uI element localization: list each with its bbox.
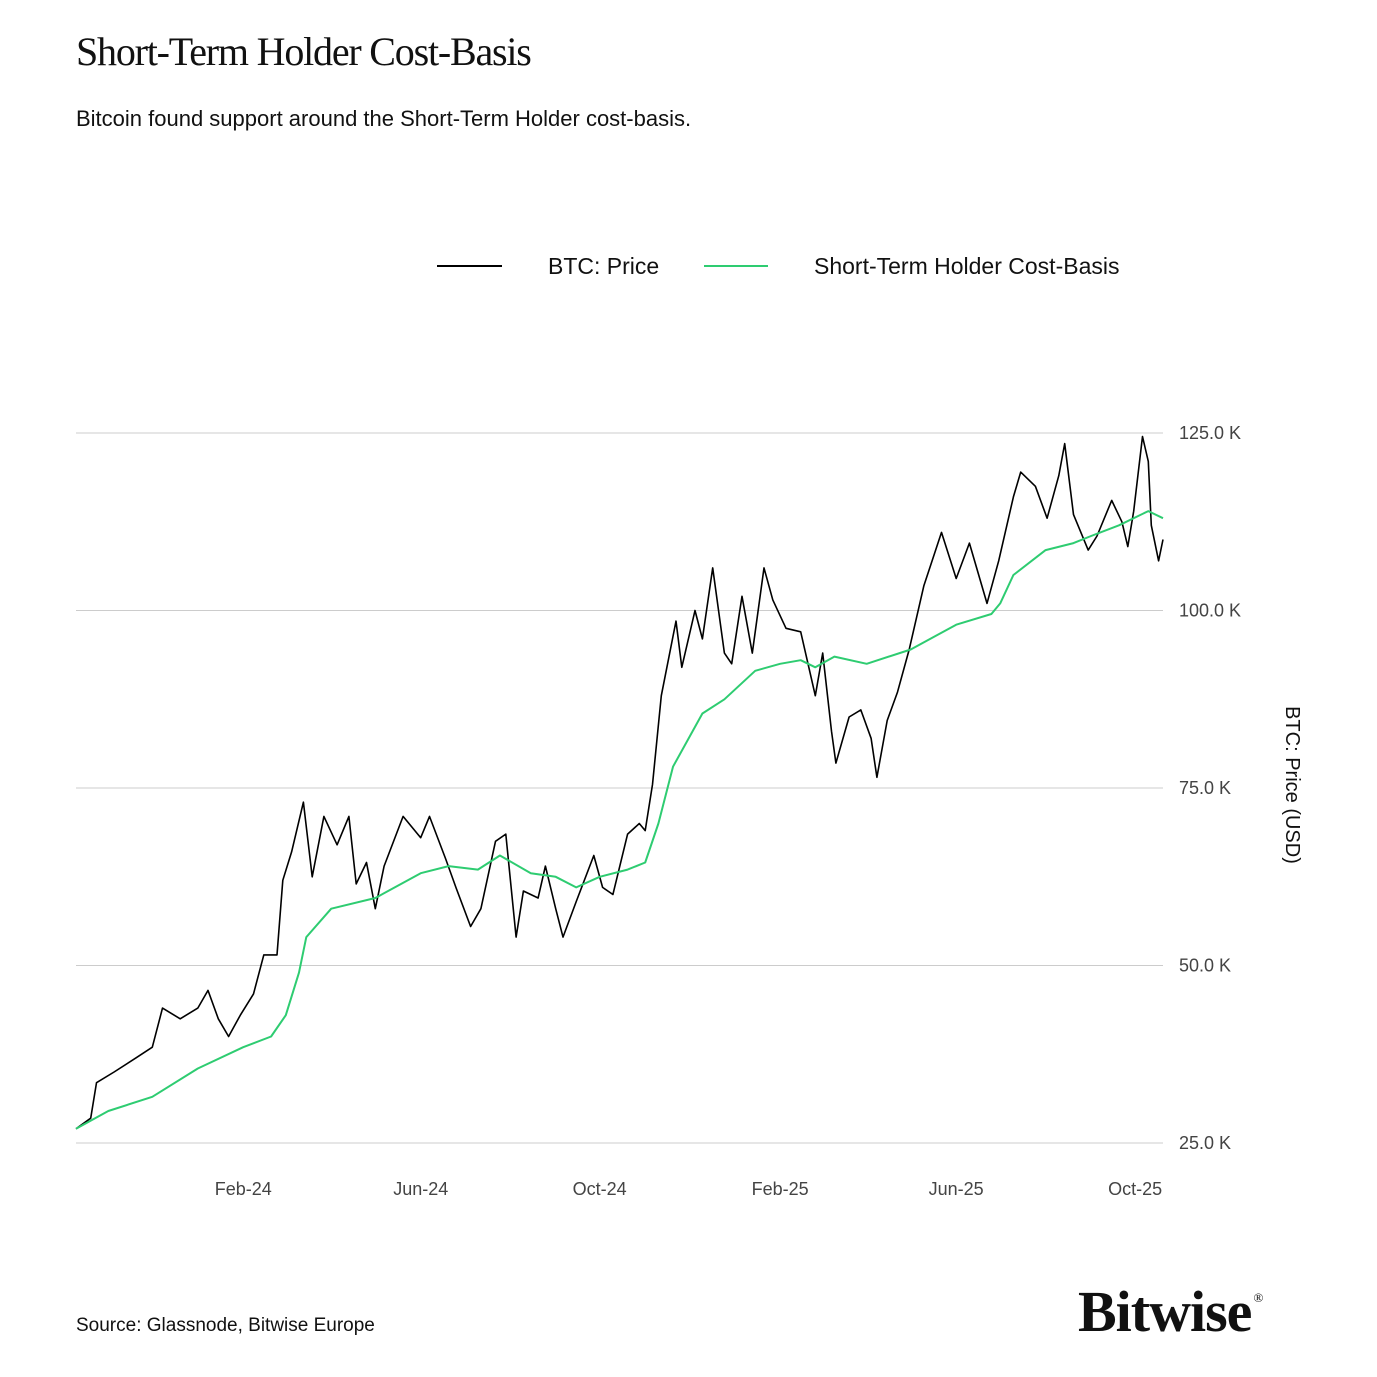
sth-cost-basis-line [75,510,1164,1130]
y-tick-label: 125.0 K [1179,423,1241,443]
btc-price-line [75,435,1164,1130]
y-tick-label: 100.0 K [1179,601,1241,621]
y-axis-ticks: 125.0 K 100.0 K 75.0 K 50.0 K 25.0 K [1179,423,1241,1153]
legend-label-btc-price: BTC: Price [548,253,659,279]
chart-subtitle: Bitcoin found support around the Short-T… [76,106,692,131]
bitwise-logo: Bitwise ® [1078,1278,1263,1345]
brand-name: Bitwise [1078,1279,1252,1344]
series-lines [75,435,1164,1130]
x-tick-label: Jun-24 [393,1179,448,1199]
y-tick-label: 25.0 K [1179,1133,1231,1153]
x-axis-ticks: Feb-24 Jun-24 Oct-24 Feb-25 Jun-25 Oct-25 [215,1179,1162,1199]
legend-label-sth-cost-basis: Short-Term Holder Cost-Basis [814,253,1119,279]
legend: BTC: Price Short-Term Holder Cost-Basis [437,253,1119,279]
x-tick-label: Oct-25 [1108,1179,1162,1199]
registered-mark: ® [1253,1290,1263,1305]
y-tick-label: 50.0 K [1179,956,1231,976]
x-tick-label: Feb-24 [215,1179,272,1199]
x-tick-label: Oct-24 [573,1179,627,1199]
x-tick-label: Jun-25 [929,1179,984,1199]
gridlines [76,432,1163,1144]
source-note: Source: Glassnode, Bitwise Europe [76,1315,375,1336]
x-tick-label: Feb-25 [752,1179,809,1199]
chart-title: Short-Term Holder Cost-Basis [76,29,532,74]
y-axis-title: BTC: Price (USD) [1281,706,1303,864]
y-tick-label: 75.0 K [1179,778,1231,798]
